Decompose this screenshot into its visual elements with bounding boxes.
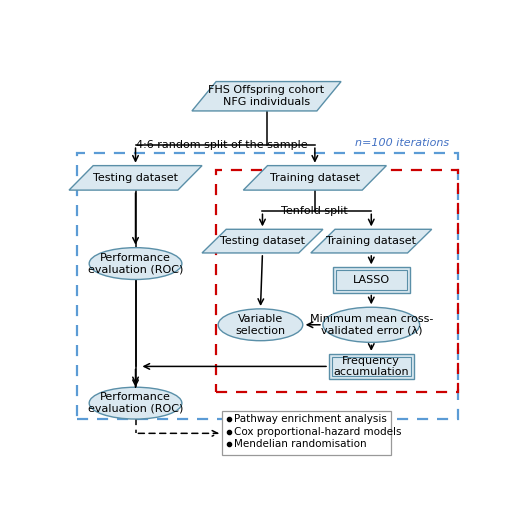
Text: Pathway enrichment analysis: Pathway enrichment analysis [235, 414, 387, 425]
Polygon shape [243, 165, 386, 190]
Text: Performance
evaluation (ROC): Performance evaluation (ROC) [88, 253, 183, 275]
FancyBboxPatch shape [333, 267, 410, 293]
Ellipse shape [89, 248, 182, 279]
Polygon shape [311, 229, 432, 253]
Text: Training dataset: Training dataset [326, 236, 417, 246]
FancyBboxPatch shape [222, 411, 392, 455]
Text: Tenfold split: Tenfold split [281, 206, 348, 216]
Text: Cox proportional-hazard models: Cox proportional-hazard models [235, 427, 402, 437]
Text: Frequency
accumulation: Frequency accumulation [333, 356, 409, 377]
Text: Testing dataset: Testing dataset [93, 173, 178, 183]
Text: Mendelian randomisation: Mendelian randomisation [235, 439, 367, 449]
Text: Testing dataset: Testing dataset [220, 236, 305, 246]
FancyBboxPatch shape [329, 354, 413, 379]
Text: Variable
selection: Variable selection [236, 314, 285, 335]
Ellipse shape [218, 309, 303, 341]
Text: Minimum mean cross-
validated error (λ): Minimum mean cross- validated error (λ) [309, 314, 433, 335]
Ellipse shape [89, 387, 182, 419]
Text: Performance
evaluation (ROC): Performance evaluation (ROC) [88, 392, 183, 414]
Text: 4:6 random split of the sample: 4:6 random split of the sample [136, 140, 308, 150]
Text: Training dataset: Training dataset [270, 173, 360, 183]
Text: n=100 iterations: n=100 iterations [355, 138, 449, 148]
Text: FHS Offspring cohort
NFG individuals: FHS Offspring cohort NFG individuals [209, 85, 324, 107]
Polygon shape [202, 229, 323, 253]
Polygon shape [69, 165, 202, 190]
Ellipse shape [323, 307, 420, 342]
Text: LASSO: LASSO [353, 275, 390, 285]
Polygon shape [192, 82, 341, 111]
